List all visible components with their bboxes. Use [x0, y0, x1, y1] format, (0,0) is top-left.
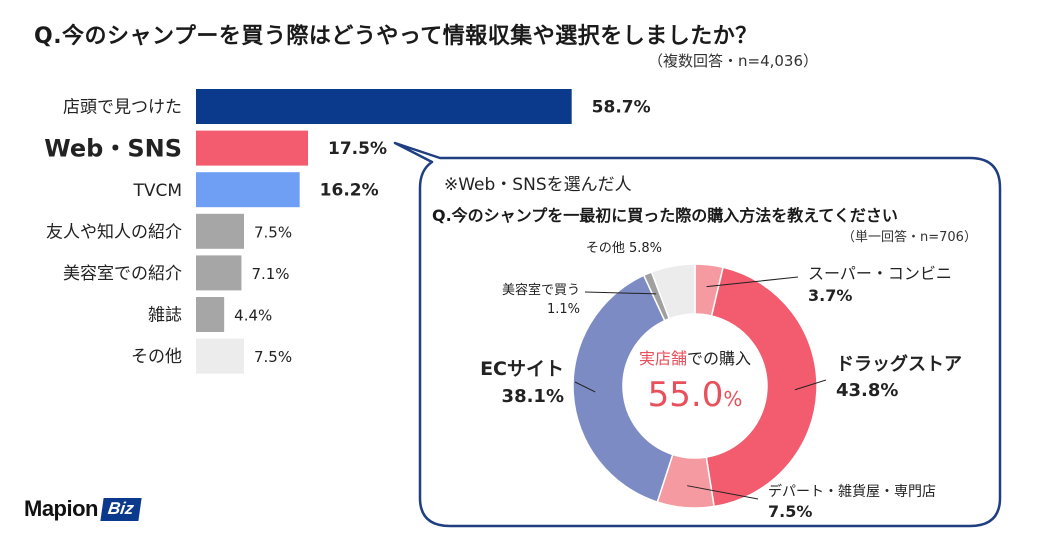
bar: [196, 172, 300, 208]
bar-value-label: 16.2%: [320, 181, 379, 201]
bar: [196, 130, 308, 166]
leader-line: [687, 485, 759, 500]
bar-value-label: 7.1%: [251, 265, 289, 283]
donut-value-label: 1.1%: [547, 302, 580, 317]
bar-category-label: 友人や知人の紹介: [46, 222, 182, 242]
mapion-biz-logo: Mapion Biz: [24, 496, 142, 522]
bar-category-label: 雑誌: [148, 306, 182, 326]
logo-badge: Biz: [100, 498, 142, 521]
center-value-number: 55.0: [648, 375, 724, 415]
donut-category-label: 美容室で買う: [502, 282, 580, 298]
bar: [196, 297, 225, 332]
center-label-highlight: 実店舗: [639, 349, 687, 368]
leader-line: [584, 291, 657, 295]
bar-value-label: 7.5%: [254, 223, 292, 241]
donut-slice: [650, 263, 696, 320]
chart-title: Q.今のシャンプーを買う際はどうやって情報収集や選択をしましたか？: [34, 24, 758, 49]
donut-category-label: ECサイト: [480, 358, 564, 380]
donut-category-label: デパート・雑貨屋・専門店: [768, 483, 936, 500]
donut-value-label: 38.1%: [502, 386, 564, 407]
bar-category-label: 店頭で見つけた: [63, 98, 182, 118]
donut-title: Q.今のシャンプを一最初に買った際の購入方法を教えてください: [432, 206, 898, 225]
logo-wordmark: Mapion: [24, 496, 99, 521]
donut-value-label: 43.8%: [836, 380, 898, 401]
bar: [196, 89, 572, 124]
bar-category-label: その他: [131, 347, 182, 367]
callout-outline: [393, 141, 1002, 528]
center-label: 実店舗での購入: [639, 349, 751, 368]
leader-line: [706, 276, 799, 288]
bar-value-label: 4.4%: [234, 307, 272, 325]
bar-value-label: 7.5%: [254, 348, 292, 366]
donut-subtitle: （単一回答・n=706）: [842, 230, 977, 245]
center-label-rest: での購入: [687, 349, 751, 368]
bar: [196, 255, 242, 291]
bar-category-label: 美容室での紹介: [63, 264, 182, 284]
bar-value-label: 17.5%: [328, 139, 387, 159]
leader-line: [574, 381, 596, 393]
chart-subtitle: （複数回答・n=4,036）: [648, 52, 819, 70]
donut-slice: [705, 266, 818, 508]
bar-value-label: 58.7%: [592, 98, 651, 118]
leader-line: [794, 379, 827, 391]
bar: [196, 338, 244, 374]
donut-label: その他 5.8%: [586, 241, 662, 256]
donut-value-label: 3.7%: [808, 286, 852, 305]
bar: [196, 213, 244, 249]
donut-value-label: 7.5%: [768, 502, 812, 521]
donut-category-label: スーパー・コンビニ: [808, 264, 952, 283]
bar-category-label: TVCM: [132, 181, 182, 201]
donut-category-label: ドラッグストア: [836, 353, 962, 375]
center-value: 55.0%: [648, 375, 743, 415]
callout-note: ※Web・SNSを選んだ人: [444, 175, 632, 195]
donut-slice: [572, 274, 674, 503]
bar-category-label: Web・SNS: [44, 135, 182, 163]
center-value-unit: %: [723, 387, 742, 411]
